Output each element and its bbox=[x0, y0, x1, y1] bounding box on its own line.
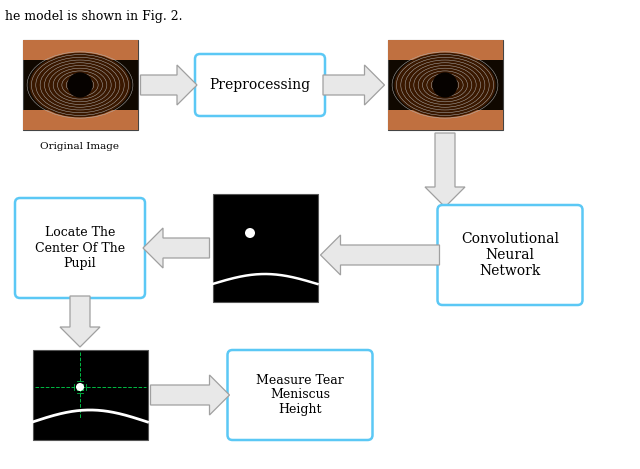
Polygon shape bbox=[321, 235, 440, 275]
Text: Original Image: Original Image bbox=[40, 142, 120, 151]
Text: Preprocessing: Preprocessing bbox=[209, 78, 310, 92]
FancyBboxPatch shape bbox=[227, 350, 372, 440]
Text: Convolutional
Neural
Network: Convolutional Neural Network bbox=[461, 232, 559, 278]
Bar bbox=[212, 194, 317, 302]
Text: he model is shown in Fig. 2.: he model is shown in Fig. 2. bbox=[5, 10, 182, 23]
Polygon shape bbox=[150, 375, 230, 415]
Ellipse shape bbox=[29, 53, 131, 117]
Polygon shape bbox=[22, 110, 138, 130]
Polygon shape bbox=[143, 228, 209, 268]
Ellipse shape bbox=[394, 53, 495, 117]
Bar bbox=[387, 40, 502, 130]
Ellipse shape bbox=[67, 72, 93, 98]
Bar bbox=[33, 350, 147, 440]
Polygon shape bbox=[22, 40, 138, 60]
Circle shape bbox=[245, 228, 255, 238]
Ellipse shape bbox=[433, 72, 458, 98]
FancyBboxPatch shape bbox=[195, 54, 325, 116]
Text: Measure Tear
Meniscus
Height: Measure Tear Meniscus Height bbox=[256, 373, 344, 416]
Bar bbox=[22, 40, 138, 130]
Polygon shape bbox=[425, 133, 465, 207]
Text: Locate The
Center Of The
Pupil: Locate The Center Of The Pupil bbox=[35, 227, 125, 270]
Polygon shape bbox=[387, 110, 502, 130]
Polygon shape bbox=[323, 65, 385, 105]
FancyBboxPatch shape bbox=[438, 205, 582, 305]
Polygon shape bbox=[387, 40, 502, 60]
Polygon shape bbox=[141, 65, 197, 105]
Polygon shape bbox=[60, 296, 100, 347]
FancyBboxPatch shape bbox=[15, 198, 145, 298]
Circle shape bbox=[76, 383, 84, 391]
